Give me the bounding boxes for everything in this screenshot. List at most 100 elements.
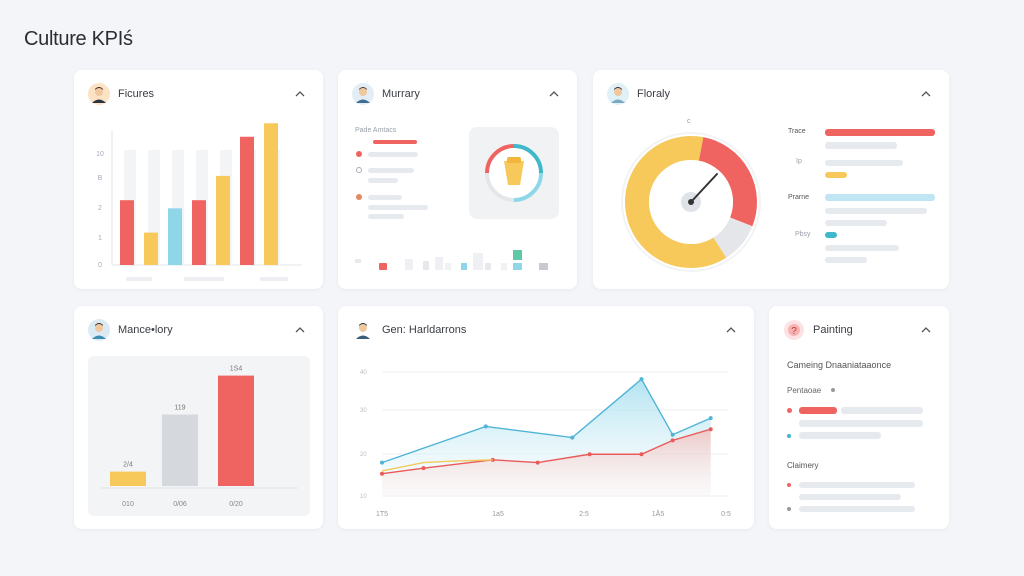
row1-bar-red bbox=[825, 129, 935, 136]
gauge-needle bbox=[690, 173, 718, 203]
painting-section2-label: Claimery bbox=[787, 461, 819, 470]
data-point bbox=[380, 471, 384, 476]
data-point bbox=[490, 457, 495, 462]
collapse-chevron-icon[interactable] bbox=[545, 85, 563, 103]
series-area bbox=[382, 429, 711, 496]
mini-bar-strip bbox=[355, 250, 548, 270]
row2-bar-blue bbox=[825, 194, 935, 201]
series-line bbox=[381, 459, 493, 472]
data-point bbox=[483, 424, 488, 429]
y-tick-label: B bbox=[98, 175, 103, 182]
y-tick-label: 40 bbox=[360, 370, 367, 376]
y-tick-label: 2 bbox=[98, 205, 102, 212]
painting-card-title: Painting bbox=[813, 324, 853, 336]
x-tick-placeholder bbox=[126, 277, 152, 281]
data-point bbox=[639, 452, 644, 457]
gen-harldarrons-card-header: Gen: Harldarrons bbox=[352, 318, 740, 342]
y-tick-label: 20 bbox=[360, 452, 367, 458]
data-point bbox=[639, 377, 644, 382]
data-point bbox=[670, 432, 675, 437]
painting-card: ? Painting Cameing Dnaaniataaonce Pentao… bbox=[769, 306, 949, 529]
list-bar bbox=[799, 432, 881, 439]
person-avatar-icon bbox=[88, 319, 110, 341]
page-title: Culture KPIś bbox=[24, 28, 133, 50]
bar bbox=[110, 471, 146, 486]
murrary-card-title: Murrary bbox=[382, 88, 420, 100]
x-tick-label: 0/06 bbox=[173, 501, 187, 508]
list-bar-red bbox=[799, 407, 837, 414]
row1-label: Trace bbox=[788, 128, 806, 135]
collapse-chevron-icon[interactable] bbox=[917, 85, 935, 103]
bar bbox=[120, 200, 134, 265]
list-bar bbox=[799, 482, 915, 488]
x-tick-label: 010 bbox=[122, 501, 134, 508]
data-point bbox=[708, 416, 713, 421]
figures-card-title: Fіcures bbox=[118, 88, 155, 100]
section1-dot bbox=[831, 388, 835, 392]
bar-value-label: 1S4 bbox=[230, 366, 243, 373]
person-avatar-icon bbox=[352, 319, 374, 341]
x-tick-placeholder bbox=[184, 277, 224, 281]
floraly-card: Floraly c Trace Ip Prarne Pbsy bbox=[593, 70, 949, 289]
list-bullet bbox=[356, 151, 362, 157]
collapse-chevron-icon[interactable] bbox=[917, 321, 935, 339]
list-bar bbox=[799, 420, 923, 427]
floraly-card-title: Floraly bbox=[637, 88, 671, 100]
row1-bar bbox=[825, 142, 897, 149]
bar-value-label: 2/4 bbox=[123, 462, 133, 469]
x-tick-placeholder bbox=[260, 277, 288, 281]
series-line bbox=[381, 378, 711, 464]
y-tick-label: 10 bbox=[360, 494, 367, 500]
list-bar bbox=[841, 407, 923, 414]
row2-label: Prarne bbox=[788, 194, 810, 201]
bar bbox=[216, 175, 230, 265]
gen-harldarrons-card: Gen: Harldarrons 10 20 30 40 1T5 1a5 2:5 1Å5 0:5 bbox=[338, 306, 754, 529]
collapse-chevron-icon[interactable] bbox=[291, 321, 309, 339]
painting-subtitle: Cameing Dnaaniataaonce bbox=[787, 360, 892, 370]
collapse-chevron-icon[interactable] bbox=[722, 321, 740, 339]
y-tick-label: 30 bbox=[360, 408, 367, 414]
mancelory-card: Mance•lory 2/4 010 119 0/06 1S4 0/20 bbox=[74, 306, 323, 529]
row2-bar bbox=[825, 257, 867, 263]
list-bullet bbox=[787, 507, 791, 511]
murrary-card: Murrary Pade Amtacs bbox=[338, 70, 577, 289]
row2-bar bbox=[825, 208, 927, 214]
data-point bbox=[587, 452, 592, 457]
progress-ring-tile bbox=[469, 127, 559, 219]
y-tick-label: 0 bbox=[98, 262, 102, 269]
row1-bar bbox=[825, 160, 903, 166]
bar bbox=[218, 375, 254, 486]
person-avatar-icon bbox=[352, 83, 374, 105]
row2-bar-teal bbox=[825, 232, 837, 238]
person-avatar-icon bbox=[607, 83, 629, 105]
list-bar bbox=[368, 178, 398, 183]
list-bar bbox=[368, 168, 414, 173]
list-bar bbox=[799, 506, 915, 512]
list-bar bbox=[373, 140, 417, 144]
mancelory-chart-panel: 2/4 010 119 0/06 1S4 0/20 bbox=[88, 356, 310, 516]
row2-bar bbox=[825, 220, 887, 226]
person-avatar-icon bbox=[88, 83, 110, 105]
list-bullet bbox=[356, 167, 362, 173]
row2-bar bbox=[825, 245, 899, 251]
data-point bbox=[708, 427, 713, 432]
painting-section1-label: Pentaoae bbox=[787, 386, 822, 395]
painting-card-header: ? Painting bbox=[783, 318, 935, 342]
x-tick-label: 1a5 bbox=[492, 511, 504, 518]
svg-text:?: ? bbox=[791, 326, 797, 337]
x-tick-label: 1Å5 bbox=[652, 509, 665, 518]
bar bbox=[192, 200, 206, 265]
mancelory-card-title: Mance•lory bbox=[118, 324, 173, 336]
data-point bbox=[421, 466, 426, 471]
data-point bbox=[535, 460, 540, 465]
list-bar bbox=[368, 205, 428, 210]
y-tick-label: 1 bbox=[98, 235, 102, 242]
list-bullet bbox=[787, 434, 791, 438]
floraly-gauge-chart bbox=[621, 132, 761, 272]
collapse-chevron-icon[interactable] bbox=[291, 85, 309, 103]
y-tick-label: 10 bbox=[96, 151, 104, 158]
list-bullet bbox=[356, 194, 362, 200]
bar bbox=[168, 208, 182, 265]
question-badge-icon: ? bbox=[783, 319, 805, 341]
x-tick-label: 1T5 bbox=[376, 511, 388, 518]
